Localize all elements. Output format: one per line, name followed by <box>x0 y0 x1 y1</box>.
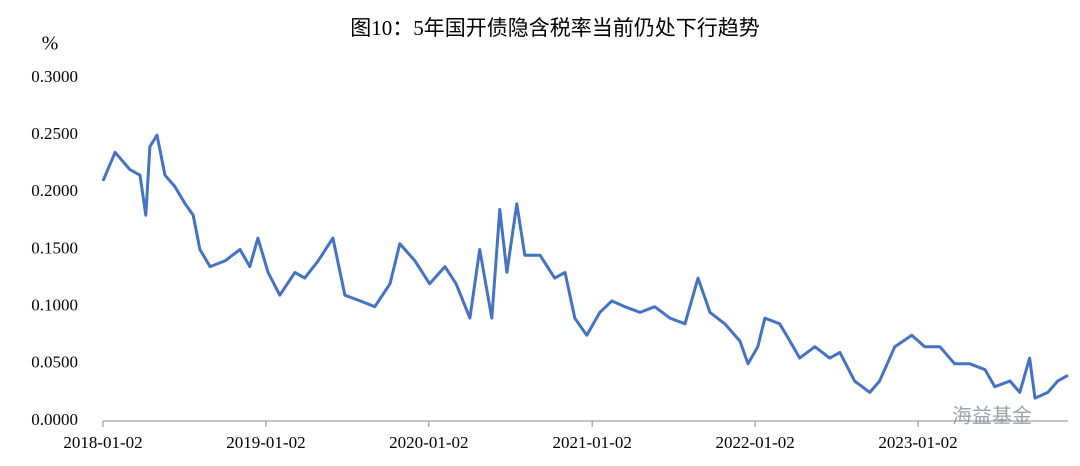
chart-title: 图10：5年国开债隐含税率当前仍处下行趋势 <box>350 16 760 40</box>
y-tick-label: 0.1500 <box>31 238 78 257</box>
y-tick-label: 0.0500 <box>31 353 78 372</box>
x-tick-label: 2018-01-02 <box>63 433 142 452</box>
y-tick-label: 0.3000 <box>31 67 78 86</box>
x-tick-label: 2022-01-02 <box>715 433 794 452</box>
y-tick-label: 0.1000 <box>31 296 78 315</box>
watermark: 海益基金 <box>952 404 1032 428</box>
x-tick-label: 2021-01-02 <box>553 433 632 452</box>
y-tick-label: 0.0000 <box>31 410 78 429</box>
data-line <box>101 133 1069 400</box>
y-tick-label: 0.2500 <box>31 124 78 143</box>
y-axis-label: % <box>42 33 59 55</box>
x-tick-label: 2019-01-02 <box>226 433 305 452</box>
x-tick-label: 2020-01-02 <box>389 433 468 452</box>
x-tick-label: 2023-01-02 <box>878 433 957 452</box>
y-tick-label: 0.2000 <box>31 181 78 200</box>
